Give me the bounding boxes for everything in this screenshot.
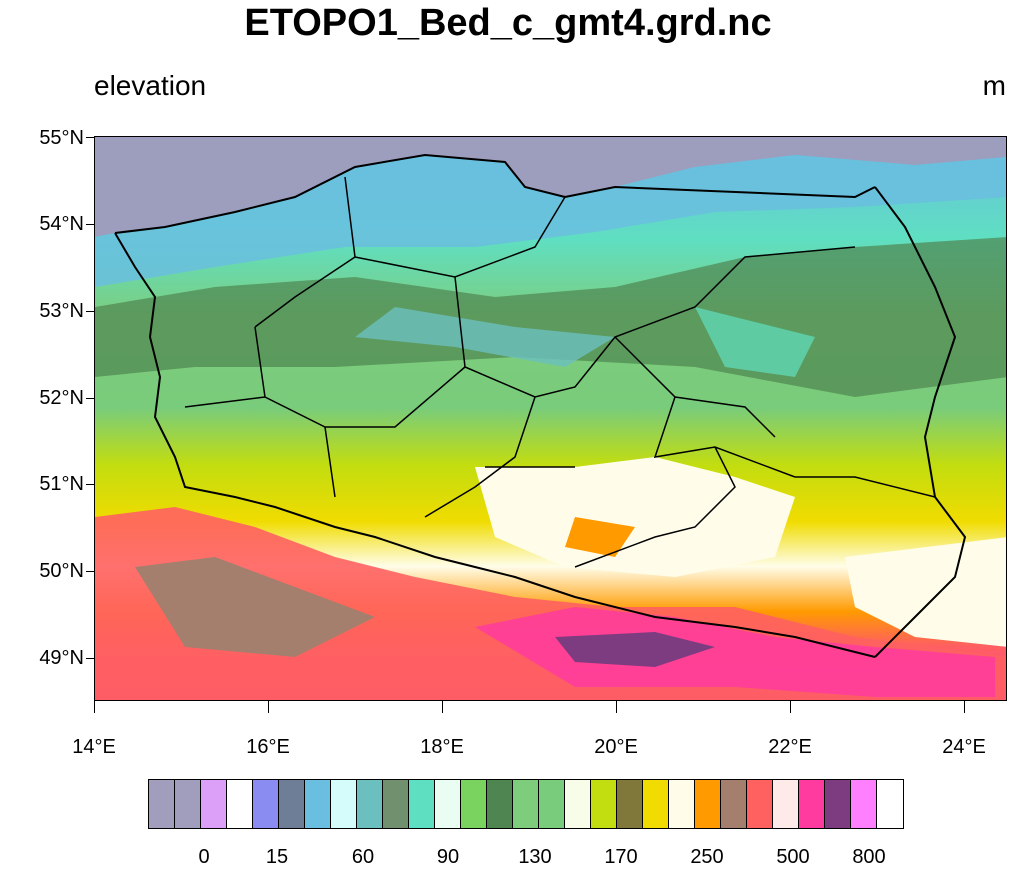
lon-tick: [790, 701, 791, 713]
colorbar-swatch-26: [825, 780, 851, 828]
colorbar-swatch-5: [279, 780, 305, 828]
colorbar-label-90: 90: [436, 846, 460, 868]
colorbar-swatch-18: [617, 780, 643, 828]
colorbar-label-800: 800: [852, 846, 886, 868]
variable-label: elevation: [94, 70, 207, 101]
colorbar-label-60: 60: [351, 846, 375, 868]
country-border: [114, 153, 967, 658]
colorbar-swatch-28: [877, 780, 903, 828]
lon-label-16: 16°E: [246, 736, 290, 758]
colorbar-swatch-7: [331, 780, 357, 828]
colorbar-swatch-14: [513, 780, 539, 828]
colorbar-swatch-22: [721, 780, 747, 828]
lat-label-50: 50°N: [39, 560, 84, 582]
colorbar-swatch-19: [643, 780, 669, 828]
colorbar-swatch-11: [435, 780, 461, 828]
carpathian-mountains: [475, 607, 995, 697]
lon-tick: [94, 701, 95, 713]
lat-tick: [86, 398, 94, 399]
lat-label-55: 55°N: [39, 127, 84, 149]
map-canvas: [95, 137, 1006, 700]
sudetes-mountains: [135, 557, 375, 657]
lat-label-53: 53°N: [39, 300, 84, 322]
lat-label-51: 51°N: [39, 473, 84, 495]
colorbar-swatch-3: [227, 780, 253, 828]
eastern-upland: [845, 537, 1006, 647]
lat-tick: [86, 658, 94, 659]
colorbar-swatch-0: [149, 780, 175, 828]
colorbar-swatch-24: [773, 780, 799, 828]
province-borders: [184, 176, 936, 568]
lon-label-18: 18°E: [420, 736, 464, 758]
baltic-sea: [95, 137, 1006, 237]
colorbar-swatch-1: [175, 780, 201, 828]
colorbar-swatch-21: [695, 780, 721, 828]
tatra-mountains: [555, 632, 715, 667]
colorbar-swatch-20: [669, 780, 695, 828]
colorbar-swatch-2: [201, 780, 227, 828]
lon-tick: [268, 701, 269, 713]
colorbar-label-500: 500: [776, 846, 810, 868]
lat-label-49: 49°N: [39, 647, 84, 669]
colorbar-swatch-15: [539, 780, 565, 828]
colorbar-swatch-9: [383, 780, 409, 828]
colorbar-label-15: 15: [265, 846, 289, 868]
colorbar-swatch-27: [851, 780, 877, 828]
colorbar-swatch-6: [305, 780, 331, 828]
colorbar: [148, 779, 904, 829]
river-valley: [355, 307, 615, 367]
units-label: m: [982, 70, 1006, 101]
colorbar-swatch-8: [357, 780, 383, 828]
colorbar-swatch-23: [747, 780, 773, 828]
lon-label-14: 14°E: [72, 736, 116, 758]
colorbar-swatch-17: [591, 780, 617, 828]
colorbar-swatch-16: [565, 780, 591, 828]
colorbar-swatch-13: [487, 780, 513, 828]
lat-tick: [86, 484, 94, 485]
colorbar-swatch-10: [409, 780, 435, 828]
lon-tick: [616, 701, 617, 713]
lon-label-20: 20°E: [594, 736, 638, 758]
lat-tick: [86, 571, 94, 572]
lat-tick: [86, 137, 94, 138]
colorbar-label-250: 250: [690, 846, 724, 868]
colorbar-swatch-12: [461, 780, 487, 828]
lat-label-52: 52°N: [39, 387, 84, 409]
lowland-basin: [695, 307, 815, 377]
lon-label-24: 24°E: [942, 736, 986, 758]
colorbar-label-130: 130: [518, 846, 552, 868]
highland-patch: [565, 517, 635, 557]
plot-title: ETOPO1_Bed_c_gmt4.grd.nc: [244, 2, 772, 44]
colorbar-swatch-4: [253, 780, 279, 828]
upland-plateau: [475, 457, 795, 577]
lon-tick: [442, 701, 443, 713]
colorbar-swatch-25: [799, 780, 825, 828]
lat-label-54: 54°N: [39, 213, 84, 235]
lat-tick: [86, 224, 94, 225]
lat-tick: [86, 311, 94, 312]
lon-label-22: 22°E: [768, 736, 812, 758]
elevation-map: [94, 136, 1007, 701]
colorbar-label-0: 0: [198, 846, 210, 868]
lon-tick: [964, 701, 965, 713]
colorbar-label-170: 170: [604, 846, 638, 868]
